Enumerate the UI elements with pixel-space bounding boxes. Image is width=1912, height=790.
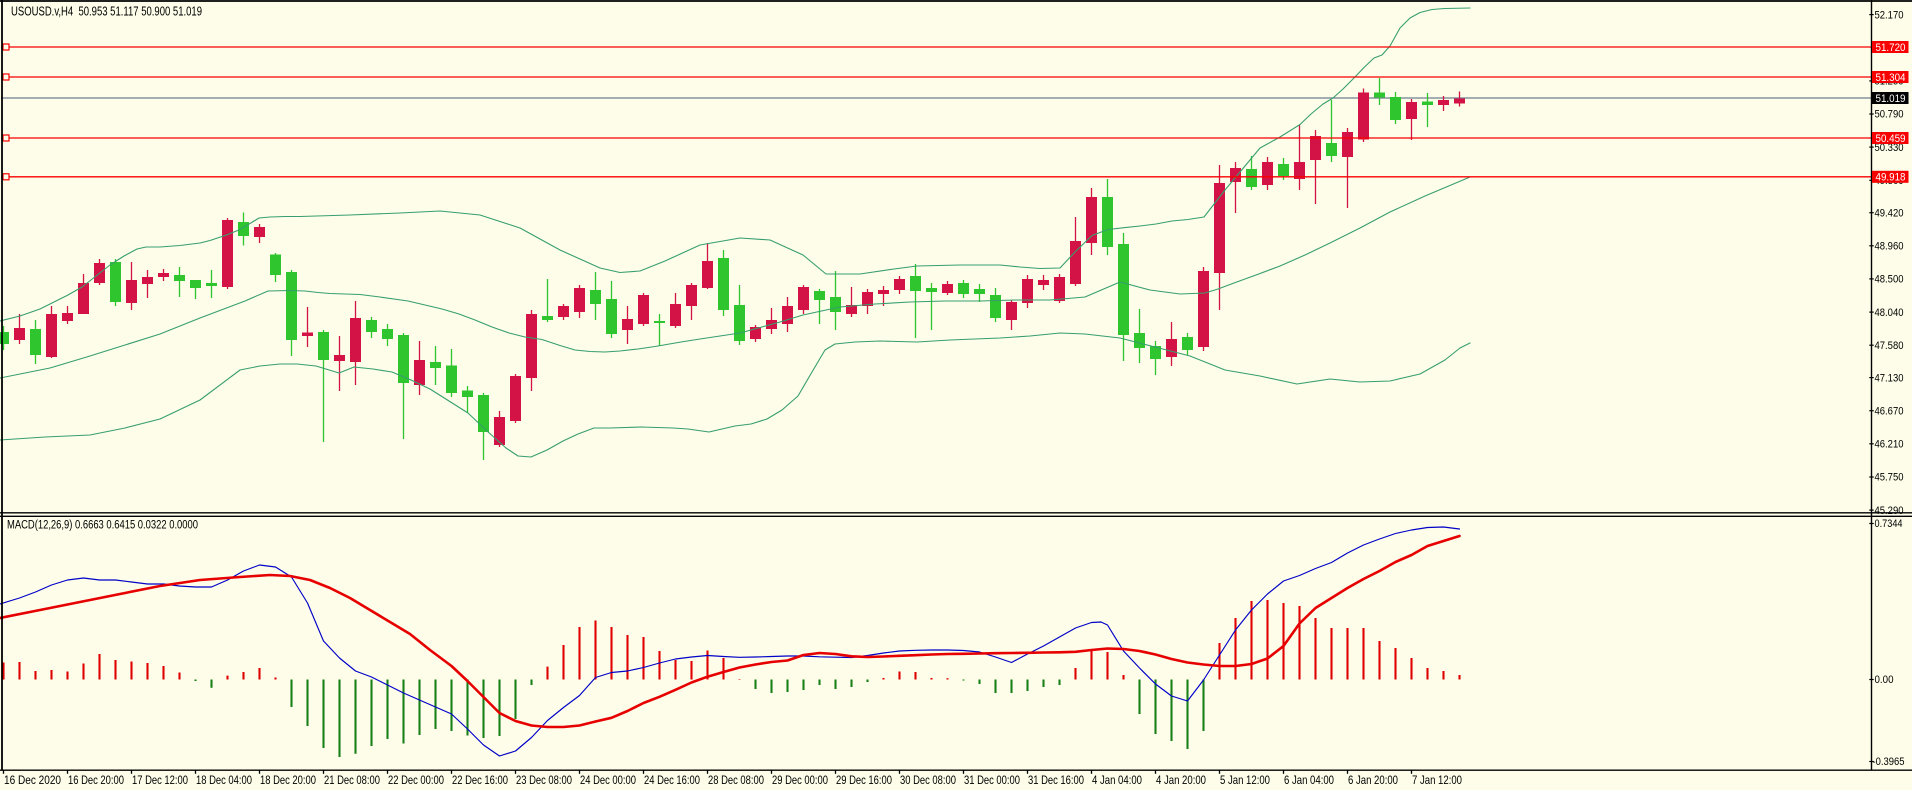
svg-text:48.040: 48.040 <box>1875 307 1904 319</box>
svg-text:22 Dec 16:00: 22 Dec 16:00 <box>452 773 508 787</box>
svg-text:49.918: 49.918 <box>1876 172 1906 184</box>
svg-text:6 Jan 04:00: 6 Jan 04:00 <box>1284 773 1334 787</box>
svg-text:45.290: 45.290 <box>1875 505 1904 517</box>
svg-text:31 Dec 16:00: 31 Dec 16:00 <box>1028 773 1084 787</box>
svg-text:-0.3965: -0.3965 <box>1873 756 1905 768</box>
svg-text:46.670: 46.670 <box>1875 405 1904 417</box>
svg-text:24 Dec 16:00: 24 Dec 16:00 <box>644 773 700 787</box>
svg-text:31 Dec 00:00: 31 Dec 00:00 <box>964 773 1020 787</box>
svg-text:50.459: 50.459 <box>1876 133 1906 145</box>
svg-text:51.019: 51.019 <box>1876 93 1906 105</box>
svg-text:6 Jan 20:00: 6 Jan 20:00 <box>1348 773 1398 787</box>
svg-text:47.130: 47.130 <box>1875 372 1904 384</box>
svg-text:18 Dec 20:00: 18 Dec 20:00 <box>260 773 316 787</box>
svg-text:0.7344: 0.7344 <box>1875 518 1903 530</box>
svg-text:24 Dec 00:00: 24 Dec 00:00 <box>580 773 636 787</box>
svg-text:49.420: 49.420 <box>1875 207 1904 219</box>
svg-text:16 Dec 20:00: 16 Dec 20:00 <box>68 773 124 787</box>
svg-text:21 Dec 08:00: 21 Dec 08:00 <box>324 773 380 787</box>
svg-text:50.790: 50.790 <box>1875 109 1904 121</box>
svg-text:USOUSD.v,H4 50.953 51.117 50.: USOUSD.v,H4 50.953 51.117 50.900 51.019 <box>11 5 202 19</box>
svg-text:51.304: 51.304 <box>1876 72 1906 84</box>
svg-text:29 Dec 16:00: 29 Dec 16:00 <box>836 773 892 787</box>
svg-text:48.500: 48.500 <box>1875 274 1904 286</box>
svg-text:22 Dec 00:00: 22 Dec 00:00 <box>388 773 444 787</box>
svg-text:45.750: 45.750 <box>1875 472 1904 484</box>
svg-text:50.330: 50.330 <box>1875 142 1904 154</box>
svg-text:0.00: 0.00 <box>1875 674 1894 686</box>
svg-text:23 Dec 08:00: 23 Dec 08:00 <box>516 773 572 787</box>
svg-text:18 Dec 04:00: 18 Dec 04:00 <box>196 773 252 787</box>
svg-text:47.580: 47.580 <box>1875 340 1904 352</box>
svg-text:29 Dec 00:00: 29 Dec 00:00 <box>772 773 828 787</box>
svg-text:MACD(12,26,9) 0.6663 0.6415 0.: MACD(12,26,9) 0.6663 0.6415 0.0322 0.000… <box>7 517 198 531</box>
svg-text:30 Dec 08:00: 30 Dec 08:00 <box>900 773 956 787</box>
svg-text:52.170: 52.170 <box>1875 9 1904 21</box>
svg-text:5 Jan 12:00: 5 Jan 12:00 <box>1220 773 1270 787</box>
svg-text:17 Dec 12:00: 17 Dec 12:00 <box>132 773 188 787</box>
svg-text:48.960: 48.960 <box>1875 241 1904 253</box>
svg-text:28 Dec 08:00: 28 Dec 08:00 <box>708 773 764 787</box>
svg-text:16 Dec 2020: 16 Dec 2020 <box>4 773 61 787</box>
svg-text:4 Jan 04:00: 4 Jan 04:00 <box>1092 773 1142 787</box>
svg-text:51.720: 51.720 <box>1876 42 1906 54</box>
svg-text:4 Jan 20:00: 4 Jan 20:00 <box>1156 773 1206 787</box>
svg-text:46.210: 46.210 <box>1875 439 1904 451</box>
svg-text:7 Jan 12:00: 7 Jan 12:00 <box>1412 773 1462 787</box>
